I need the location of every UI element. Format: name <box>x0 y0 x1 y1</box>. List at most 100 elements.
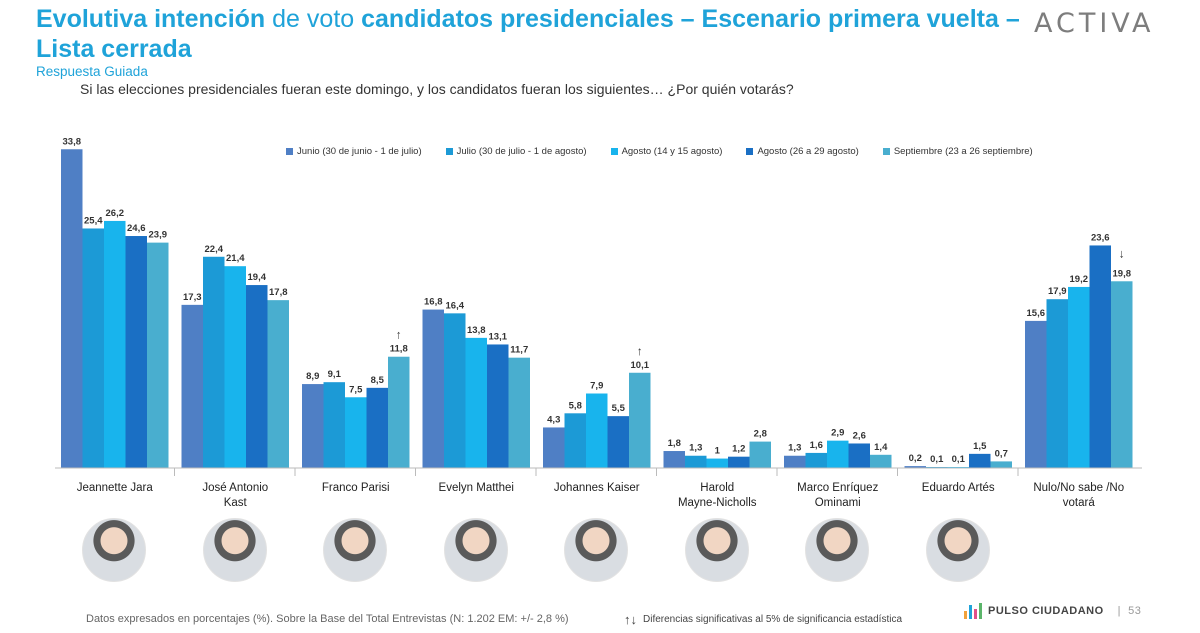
data-label: 7,5 <box>349 384 363 395</box>
bar <box>147 242 169 468</box>
category-label: Evelyn Matthei <box>439 482 514 494</box>
bar <box>302 384 324 468</box>
data-label: 26,2 <box>106 208 125 219</box>
data-label: 19,2 <box>1070 274 1089 285</box>
bar <box>663 451 685 468</box>
category-label: Mayne-Nicholls <box>678 497 757 509</box>
chart-legend: Junio (30 de junio - 1 de julio) Julio (3… <box>286 146 1033 157</box>
candidate-photo <box>323 518 387 582</box>
data-label: 13,1 <box>489 331 508 342</box>
pulso-ciudadano-brand: PULSO CIUDADANO | 53 <box>964 603 1141 619</box>
category-label: Marco Enríquez <box>797 482 878 494</box>
legend-swatch <box>746 148 754 155</box>
significance-arrow-icon: ↑ <box>637 344 643 358</box>
activa-logo: ACTIVA <box>1034 8 1155 39</box>
bar <box>246 285 268 468</box>
data-label: 11,8 <box>390 344 408 355</box>
subtitle: Respuesta Guiada <box>36 64 148 79</box>
bar <box>487 344 509 468</box>
legend-entry: Agosto (26 a 29 agosto) <box>746 146 859 157</box>
candidate-photo <box>805 518 869 582</box>
page-title: Evolutiva intención de voto candidatos p… <box>36 4 1026 64</box>
data-label: 15,6 <box>1027 308 1046 319</box>
candidate-photos <box>0 516 1200 596</box>
candidate-photo <box>443 518 508 582</box>
data-label: 19,4 <box>248 272 267 283</box>
significance-arrow-icon: ↑ <box>396 328 402 342</box>
bar <box>224 266 246 468</box>
data-label: 25,4 <box>84 215 103 226</box>
candidate-photo <box>925 518 990 582</box>
pulso-bars-icon <box>964 603 982 619</box>
page-number: | 53 <box>1117 605 1142 617</box>
data-label: 1,3 <box>788 443 801 454</box>
brand-name: PULSO CIUDADANO <box>988 605 1104 617</box>
bar <box>749 441 771 468</box>
data-label: 2,9 <box>831 428 844 439</box>
category-label: Harold <box>700 482 734 494</box>
candidate-photo <box>202 518 267 582</box>
data-label: 0,1 <box>952 454 966 465</box>
data-label: 1,5 <box>973 441 987 452</box>
category-label: Nulo/No sabe /No <box>1033 482 1124 494</box>
data-label: 8,9 <box>306 371 319 382</box>
significance-arrow-icon: ↓ <box>1119 246 1125 260</box>
data-label: 9,1 <box>328 369 342 380</box>
bar <box>267 300 289 468</box>
data-label: 24,6 <box>127 223 146 234</box>
bar <box>990 461 1012 468</box>
data-label: 19,8 <box>1113 268 1132 279</box>
data-label: 21,4 <box>226 253 245 264</box>
bar <box>1089 245 1111 468</box>
bar <box>388 356 410 468</box>
data-label: 33,8 <box>63 136 82 147</box>
legend-label: Agosto (26 a 29 agosto) <box>757 146 859 157</box>
page-number-value: 53 <box>1128 605 1142 617</box>
bar-chart: 33,8 25,426,224,623,9 Jeannette Jara 17,3 22… <box>55 136 1142 509</box>
data-label: 0,2 <box>909 453 922 464</box>
footer-note: Datos expresados en porcentajes (%). Sob… <box>86 613 569 625</box>
data-label: 1,6 <box>810 440 823 451</box>
bar <box>444 313 466 468</box>
category-label: Franco Parisi <box>322 482 390 494</box>
bar <box>323 382 345 468</box>
title-part-3: candidatos presidenciales – Escenario pr… <box>36 5 1020 63</box>
data-label: 17,3 <box>183 292 202 303</box>
data-label: 1,3 <box>689 443 702 454</box>
data-label: 10,1 <box>631 360 650 371</box>
bar <box>629 372 651 468</box>
legend-entry: Septiembre (23 a 26 septiembre) <box>882 146 1033 157</box>
bar <box>728 456 750 468</box>
legend-entry: Junio (30 de junio - 1 de julio) <box>286 146 422 157</box>
bar <box>345 397 367 468</box>
bar <box>543 427 565 468</box>
data-label: 0,1 <box>930 454 944 465</box>
bar <box>870 454 892 468</box>
bar <box>904 466 926 468</box>
data-label: 23,9 <box>149 230 168 241</box>
category-label: Johannes Kaiser <box>554 482 640 494</box>
category-label: Ominami <box>815 497 861 509</box>
bar <box>685 455 707 468</box>
legend-swatch <box>286 148 293 155</box>
data-label: 5,5 <box>612 403 626 414</box>
legend-label: Septiembre (23 a 26 septiembre) <box>893 146 1033 157</box>
bar <box>181 304 203 468</box>
bar <box>706 458 728 468</box>
data-label: 16,4 <box>446 300 465 311</box>
bar <box>969 453 991 468</box>
category-label: Kast <box>224 497 248 509</box>
title-part-2: de voto <box>272 5 362 33</box>
legend-swatch <box>445 148 453 155</box>
bar <box>827 440 849 468</box>
data-label: 2,6 <box>853 430 866 441</box>
significance-arrows-icon: ↑↓ <box>624 612 637 627</box>
bar <box>465 337 487 468</box>
data-label: 2,8 <box>754 429 767 440</box>
data-label: 5,8 <box>569 400 582 411</box>
data-label: 4,3 <box>547 414 560 425</box>
data-label: 16,8 <box>424 297 443 308</box>
data-label: 7,9 <box>590 381 603 392</box>
bar <box>586 393 608 468</box>
title-part-1: Evolutiva intención <box>36 5 273 33</box>
